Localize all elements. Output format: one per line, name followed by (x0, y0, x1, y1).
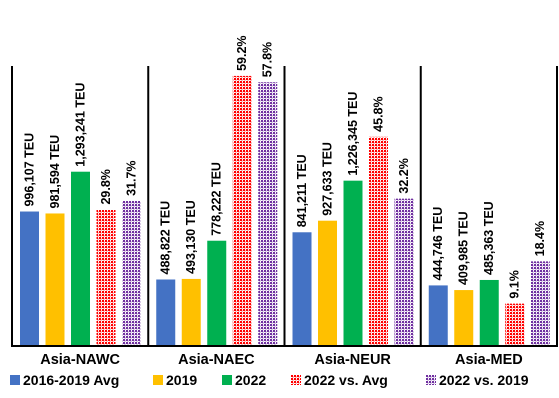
bar-asia-nawc-2022 (71, 171, 90, 345)
legend-swatch (222, 375, 232, 385)
legend: 2016-2019 Avg 2019 2022 2022 vs. Avg 2022 vs… (10, 372, 529, 388)
legend-item-2022-vs-avg: 2022 vs. Avg (291, 372, 388, 388)
legend-label: 2022 vs. 2019 (439, 372, 529, 388)
legend-label: 2022 (235, 372, 266, 388)
bar-asia-neur-2022-vs-2019 (394, 198, 414, 345)
data-label-asia-naec-2019: 493,130 TEU (184, 200, 198, 274)
axis-layer: Asia-NAWC Asia-NAEC Asia-NEUR Asia-MED (11, 66, 558, 368)
bar-asia-med-2022-vs-avg (505, 303, 525, 345)
legend-swatch (10, 375, 20, 385)
legend-item-2022: 2022 (222, 372, 266, 388)
bar-asia-neur-2022-vs-avg (369, 136, 388, 345)
data-label-asia-med-2022-vs-avg: 9.1% (508, 270, 522, 299)
data-label-asia-neur-2022-vs-2019: 32.2% (397, 158, 411, 193)
data-label-asia-nawc-2022-vs-avg: 29.8% (99, 169, 113, 204)
data-label-asia-neur-2016-2019-avg: 841,211 TEU (295, 154, 309, 227)
data-label-asia-med-2022: 485,363 TEU (482, 201, 496, 275)
bar-asia-med-2019 (454, 290, 474, 345)
data-label-asia-med-2016-2019-avg: 444,746 TEU (431, 207, 445, 281)
bar-asia-nawc-2019 (45, 213, 65, 345)
legend-label: 2016-2019 Avg (23, 372, 119, 388)
data-label-asia-med-2019: 409,985 TEU (457, 211, 471, 285)
data-label-asia-neur-2022: 1,226,345 TEU (346, 92, 360, 176)
legend-item-2022-vs-2019: 2022 vs. 2019 (426, 372, 529, 388)
legend-item-2016-2019-avg: 2016-2019 Avg (10, 372, 119, 388)
bar-asia-med-2016-2019-avg (428, 285, 448, 345)
bars-layer (20, 75, 550, 345)
data-labels-layer: 996,107 TEU 981,594 TEU 1,293,241 TEU 29.8%… (23, 35, 548, 298)
bar-asia-naec-2022 (207, 240, 227, 345)
bar-asia-naec-2022-vs-2019 (258, 82, 278, 345)
data-label-asia-naec-2022-vs-2019: 57.8% (261, 42, 275, 77)
bar-asia-neur-2019 (318, 220, 337, 345)
bar-asia-med-2022 (479, 279, 499, 345)
legend-swatch (153, 375, 163, 385)
bar-asia-neur-2022 (343, 180, 363, 345)
data-label-asia-nawc-2022: 1,293,241 TEU (74, 83, 88, 167)
data-label-asia-nawc-2022-vs-2019: 31.7% (125, 160, 139, 195)
legend-label: 2022 vs. Avg (304, 372, 388, 388)
data-label-asia-naec-2022: 778,222 TEU (210, 162, 224, 236)
legend-swatch (291, 375, 301, 385)
bar-asia-naec-2019 (181, 278, 201, 345)
data-label-asia-neur-2022-vs-avg: 45.8% (372, 96, 386, 131)
category-label-asia-neur: Asia-NEUR (314, 352, 391, 368)
data-label-asia-naec-2022-vs-avg: 59.2% (235, 35, 249, 70)
data-label-asia-neur-2019: 927,633 TEU (321, 142, 335, 216)
legend-label: 2019 (166, 372, 197, 388)
data-label-asia-nawc-2016-2019-avg: 996,107 TEU (23, 133, 37, 207)
bar-asia-nawc-2016-2019-avg (20, 211, 39, 345)
data-label-asia-naec-2016-2019-avg: 488,822 TEU (159, 201, 173, 275)
category-label-asia-med: Asia-MED (455, 352, 523, 368)
bar-asia-nawc-2022-vs-2019 (122, 200, 141, 345)
category-label-asia-naec: Asia-NAEC (178, 352, 255, 368)
data-label-asia-med-2022-vs-2019: 18.4% (533, 221, 547, 256)
bar-asia-nawc-2022-vs-avg (96, 209, 116, 345)
legend-item-2019: 2019 (153, 372, 197, 388)
bar-asia-neur-2016-2019-avg (292, 232, 312, 345)
bar-asia-med-2022-vs-2019 (530, 261, 550, 345)
bar-asia-naec-2022-vs-avg (232, 75, 252, 345)
legend-swatch (426, 375, 436, 385)
category-label-asia-nawc: Asia-NAWC (40, 352, 120, 368)
data-label-asia-nawc-2019: 981,594 TEU (48, 135, 62, 209)
bar-asia-naec-2016-2019-avg (156, 279, 176, 345)
